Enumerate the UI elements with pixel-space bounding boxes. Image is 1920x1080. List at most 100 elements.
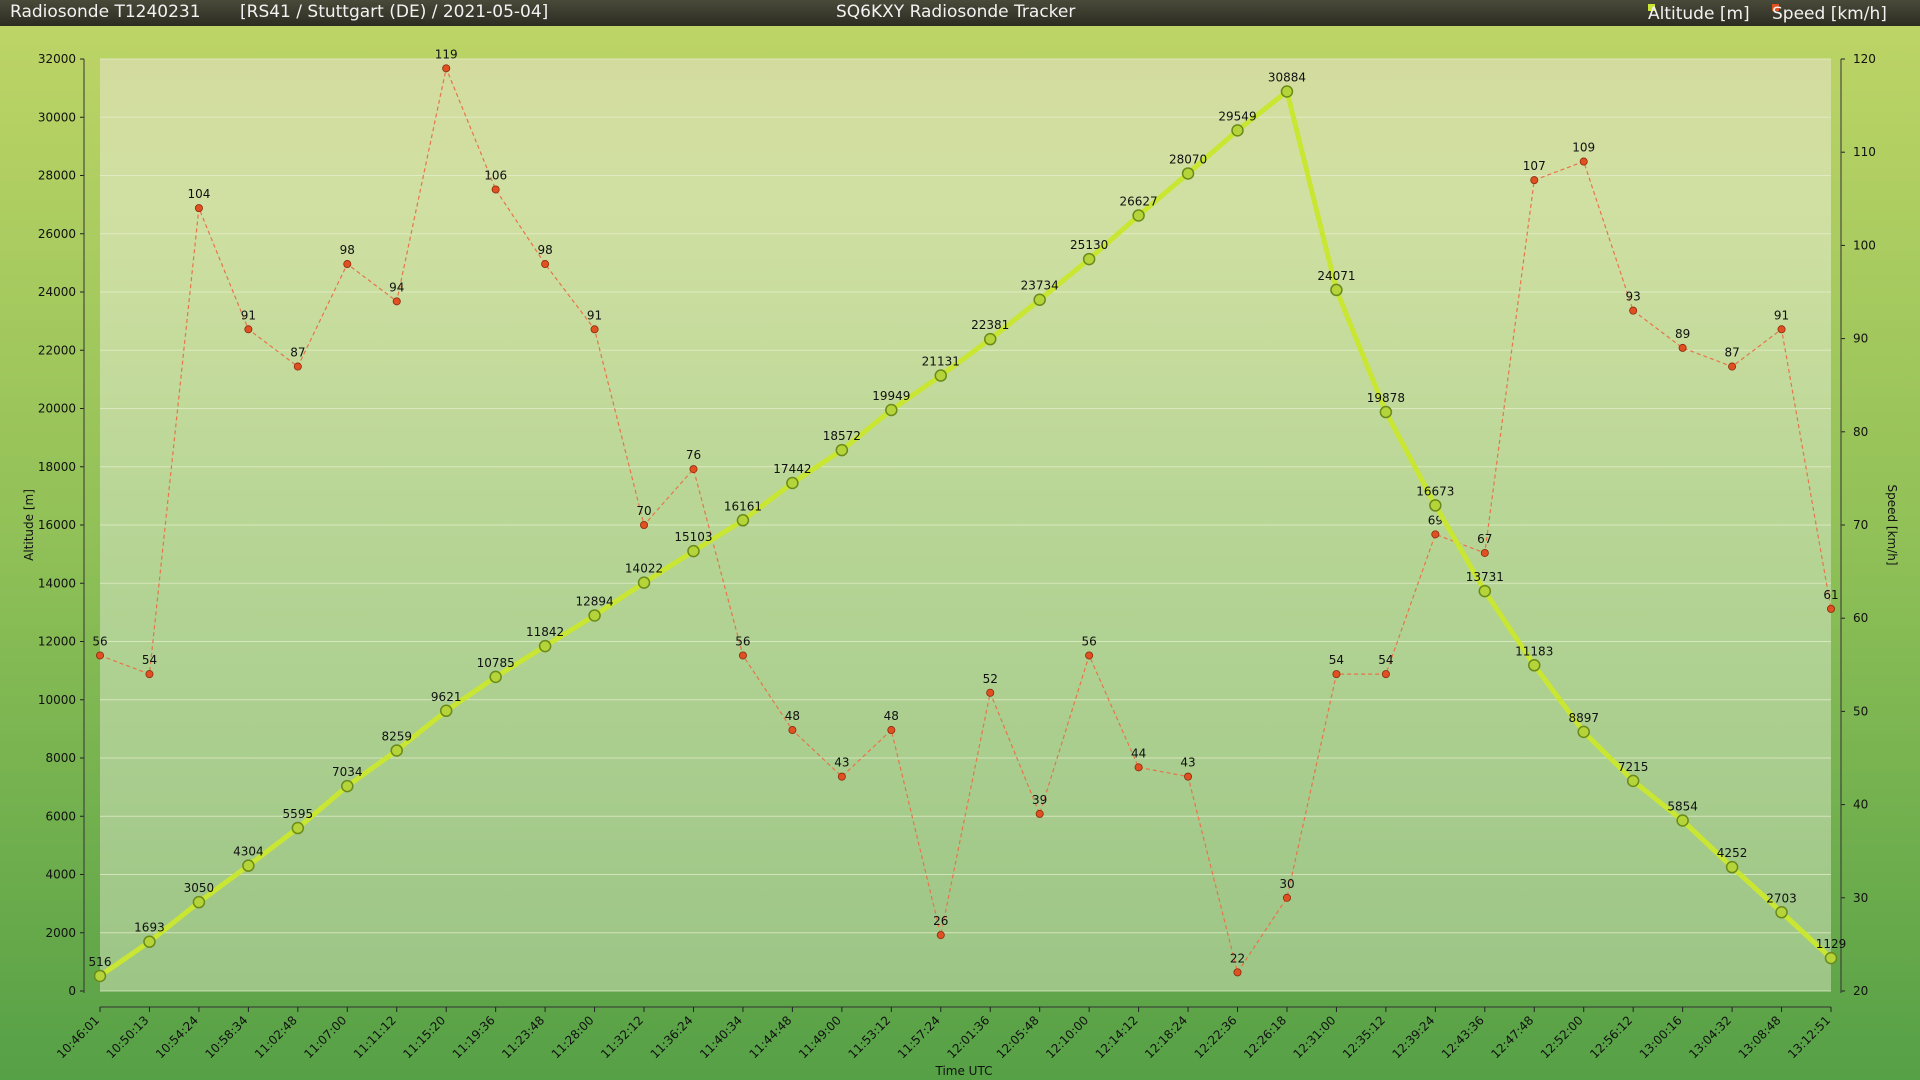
- altitude-data-label: 19949: [872, 389, 910, 403]
- speed-data-label: 61: [1823, 588, 1838, 602]
- speed-data-label: 54: [1378, 653, 1393, 667]
- speed-point: [194, 204, 203, 213]
- altitude-data-label: 5595: [283, 807, 314, 821]
- altitude-data-label: 8897: [1568, 711, 1599, 725]
- speed-point: [145, 670, 154, 679]
- speed-point: [1282, 893, 1291, 902]
- speed-point: [1035, 809, 1044, 818]
- speed-point: [96, 651, 105, 660]
- altitude-data-label: 28070: [1169, 152, 1207, 166]
- speed-data-label: 48: [884, 709, 899, 723]
- y-left-tick-label: 10000: [38, 693, 76, 707]
- altitude-data-label: 19878: [1367, 391, 1405, 405]
- speed-data-label: 98: [537, 243, 552, 257]
- speed-point: [837, 772, 846, 781]
- speed-point: [1777, 325, 1786, 334]
- legend-altitude-swatch: [1648, 4, 1655, 11]
- altitude-data-label: 18572: [823, 429, 861, 443]
- y-right-tick-label: 40: [1853, 798, 1868, 812]
- speed-point: [491, 185, 500, 194]
- title-bar: Radiosonde T1240231 [RS41 / Stuttgart (D…: [0, 0, 1920, 26]
- speed-data-label: 104: [187, 187, 210, 201]
- speed-point: [293, 362, 302, 371]
- altitude-point: [1181, 167, 1195, 180]
- speed-point: [343, 260, 352, 269]
- y-right-tick-label: 80: [1853, 425, 1868, 439]
- altitude-point: [1626, 774, 1640, 788]
- altitude-data-label: 2703: [1766, 891, 1797, 905]
- altitude-data-label: 1693: [134, 921, 165, 935]
- altitude-point: [143, 935, 156, 948]
- speed-data-label: 54: [142, 653, 157, 667]
- y-left-tick-label: 8000: [45, 751, 76, 765]
- speed-data-label: 43: [1180, 756, 1195, 770]
- altitude-data-label: 10785: [477, 656, 515, 670]
- speed-data-label: 26: [933, 914, 948, 928]
- speed-point: [1332, 670, 1341, 679]
- altitude-data-label: 9621: [431, 690, 462, 704]
- altitude-point: [885, 403, 898, 417]
- speed-point: [1480, 548, 1489, 557]
- y-right-tick-label: 50: [1853, 704, 1868, 718]
- speed-data-label: 106: [484, 168, 507, 182]
- altitude-point: [637, 576, 651, 589]
- speed-point: [1678, 343, 1687, 352]
- speed-data-label: 44: [1131, 746, 1146, 760]
- speed-data-label: 109: [1572, 141, 1595, 155]
- altitude-point: [1429, 499, 1442, 512]
- speed-point: [590, 325, 599, 334]
- altitude-data-label: 21131: [922, 355, 960, 369]
- altitude-data-label: 17442: [773, 462, 811, 476]
- altitude-data-label: 12894: [575, 594, 613, 608]
- altitude-point: [93, 969, 107, 983]
- y-right-tick-label: 110: [1853, 145, 1876, 159]
- y-left-tick-label: 12000: [38, 635, 76, 649]
- altitude-data-label: 516: [89, 955, 112, 969]
- speed-point: [1431, 530, 1440, 539]
- speed-point: [1728, 362, 1737, 371]
- speed-data-label: 91: [1774, 308, 1789, 322]
- speed-point: [788, 726, 797, 735]
- y-left-tick-label: 4000: [45, 868, 76, 882]
- altitude-point: [439, 704, 453, 718]
- y-left-tick-label: 28000: [38, 169, 76, 183]
- speed-point: [442, 64, 451, 73]
- altitude-point: [1478, 584, 1492, 598]
- altitude-data-label: 16673: [1416, 484, 1454, 498]
- altitude-point: [835, 443, 849, 457]
- y-axis-left-label: Altitude [m]: [22, 489, 36, 561]
- altitude-data-label: 7034: [332, 765, 363, 779]
- altitude-point: [538, 639, 552, 653]
- altitude-point: [983, 332, 997, 346]
- altitude-point: [192, 895, 206, 909]
- legend-speed-label: Speed [km/h]: [1772, 4, 1887, 24]
- altitude-data-label: 11183: [1515, 644, 1553, 658]
- altitude-data-label: 13731: [1466, 570, 1504, 584]
- speed-point: [640, 521, 649, 530]
- altitude-data-label: 23734: [1021, 279, 1059, 293]
- speed-point: [541, 260, 550, 269]
- legend-altitude-label: Altitude [m]: [1648, 4, 1750, 24]
- altitude-data-label: 1129: [1816, 937, 1847, 951]
- speed-data-label: 93: [1626, 290, 1641, 304]
- altitude-point: [1725, 860, 1739, 874]
- y-left-tick-label: 16000: [38, 518, 76, 532]
- altitude-point: [736, 514, 750, 527]
- altitude-data-label: 29549: [1218, 109, 1256, 123]
- altitude-data-label: 4252: [1717, 846, 1748, 860]
- speed-data-label: 76: [686, 448, 701, 462]
- altitude-speed-chart: 0 2000 4000 6000 8000 10000 12000 14000 16000 180…: [0, 26, 1920, 1080]
- altitude-data-label: 25130: [1070, 238, 1108, 252]
- speed-line: [99, 66, 1832, 974]
- speed-point: [1233, 968, 1242, 977]
- speed-point: [1827, 604, 1836, 613]
- speed-data-label: 107: [1523, 159, 1546, 173]
- y-right-tick-label: 120: [1853, 52, 1876, 66]
- speed-data-label: 22: [1230, 951, 1245, 965]
- altitude-data-label: 7215: [1618, 760, 1649, 774]
- app-title: SQ6KXY Radiosonde Tracker: [836, 2, 1076, 22]
- y-left-tick-label: 32000: [38, 52, 76, 66]
- speed-point: [1629, 306, 1638, 315]
- altitude-data-label: 22381: [971, 318, 1009, 332]
- altitude-data-label: 16161: [724, 499, 762, 513]
